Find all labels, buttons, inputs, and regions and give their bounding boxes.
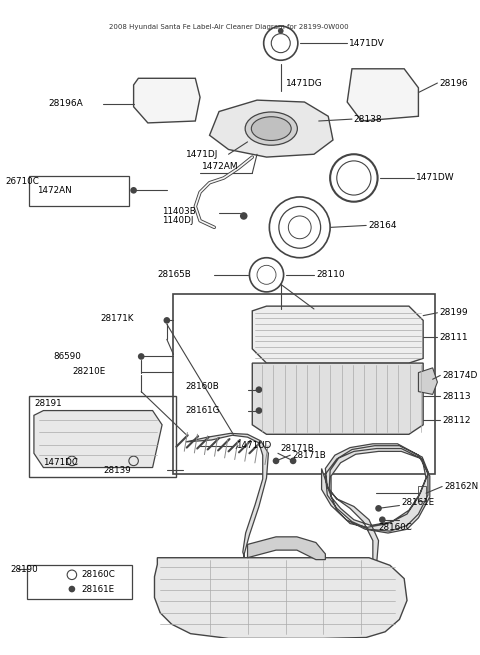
- Text: 11403B: 11403B: [162, 207, 196, 215]
- Text: 28210E: 28210E: [72, 367, 105, 376]
- Text: 28161E: 28161E: [401, 498, 434, 507]
- Text: 1471UD: 1471UD: [236, 441, 271, 450]
- Text: 28139: 28139: [103, 466, 131, 475]
- Circle shape: [130, 187, 137, 194]
- Text: 28160B: 28160B: [186, 383, 219, 391]
- Text: 28196: 28196: [439, 79, 468, 88]
- Polygon shape: [419, 368, 437, 394]
- Circle shape: [255, 407, 262, 414]
- Text: 28161G: 28161G: [186, 406, 220, 415]
- Bar: [173, 294, 434, 474]
- Text: 28190: 28190: [10, 565, 38, 574]
- Circle shape: [273, 458, 279, 464]
- Text: 2008 Hyundai Santa Fe Label-Air Cleaner Diagram for 28199-0W000: 2008 Hyundai Santa Fe Label-Air Cleaner …: [109, 24, 348, 30]
- Text: 1471DW: 1471DW: [416, 174, 454, 183]
- Text: 28171K: 28171K: [100, 314, 134, 323]
- Text: 28171B: 28171B: [281, 444, 314, 453]
- Circle shape: [138, 353, 144, 360]
- Polygon shape: [210, 100, 333, 157]
- Polygon shape: [347, 69, 419, 121]
- Polygon shape: [155, 557, 407, 639]
- Polygon shape: [186, 434, 430, 599]
- Text: 28162N: 28162N: [444, 482, 478, 491]
- Text: 86590: 86590: [53, 352, 81, 361]
- Circle shape: [164, 317, 170, 324]
- Text: 28110: 28110: [316, 271, 345, 279]
- Text: 28161E: 28161E: [82, 586, 115, 595]
- Text: 1471DG: 1471DG: [286, 79, 322, 88]
- Text: 28160C: 28160C: [379, 523, 412, 532]
- Text: 1472AM: 1472AM: [202, 162, 239, 171]
- Text: 28113: 28113: [442, 392, 471, 401]
- Circle shape: [240, 212, 248, 219]
- Ellipse shape: [252, 117, 291, 140]
- Text: 28199: 28199: [439, 309, 468, 317]
- Text: 28164: 28164: [368, 221, 396, 230]
- Text: 1472AN: 1472AN: [37, 186, 72, 195]
- Text: 26710C: 26710C: [5, 178, 39, 186]
- Polygon shape: [248, 537, 325, 559]
- Text: 28174D: 28174D: [442, 371, 478, 380]
- Polygon shape: [34, 411, 162, 468]
- Text: 28112: 28112: [442, 415, 471, 424]
- Bar: [29, 396, 176, 477]
- Text: 1471DV: 1471DV: [349, 39, 385, 48]
- Circle shape: [278, 28, 284, 33]
- Text: 1471DJ: 1471DJ: [186, 150, 218, 159]
- Text: 28160C: 28160C: [82, 571, 115, 579]
- Text: 28111: 28111: [439, 333, 468, 342]
- Text: 1471DC: 1471DC: [43, 458, 78, 467]
- Polygon shape: [252, 363, 423, 434]
- Text: 1140DJ: 1140DJ: [162, 216, 193, 225]
- Polygon shape: [252, 306, 423, 363]
- Bar: [29, 176, 129, 206]
- Ellipse shape: [245, 112, 298, 145]
- Bar: [27, 565, 132, 599]
- Text: 28171B: 28171B: [292, 451, 326, 460]
- Circle shape: [69, 586, 75, 592]
- Text: 28191: 28191: [34, 400, 61, 409]
- Circle shape: [375, 505, 382, 512]
- Circle shape: [290, 458, 297, 464]
- Bar: [419, 485, 426, 501]
- Text: 28196A: 28196A: [48, 100, 83, 109]
- Circle shape: [255, 386, 262, 393]
- Circle shape: [379, 516, 385, 523]
- Text: 28138: 28138: [354, 115, 383, 124]
- Text: 28165B: 28165B: [157, 271, 191, 279]
- Polygon shape: [133, 79, 200, 123]
